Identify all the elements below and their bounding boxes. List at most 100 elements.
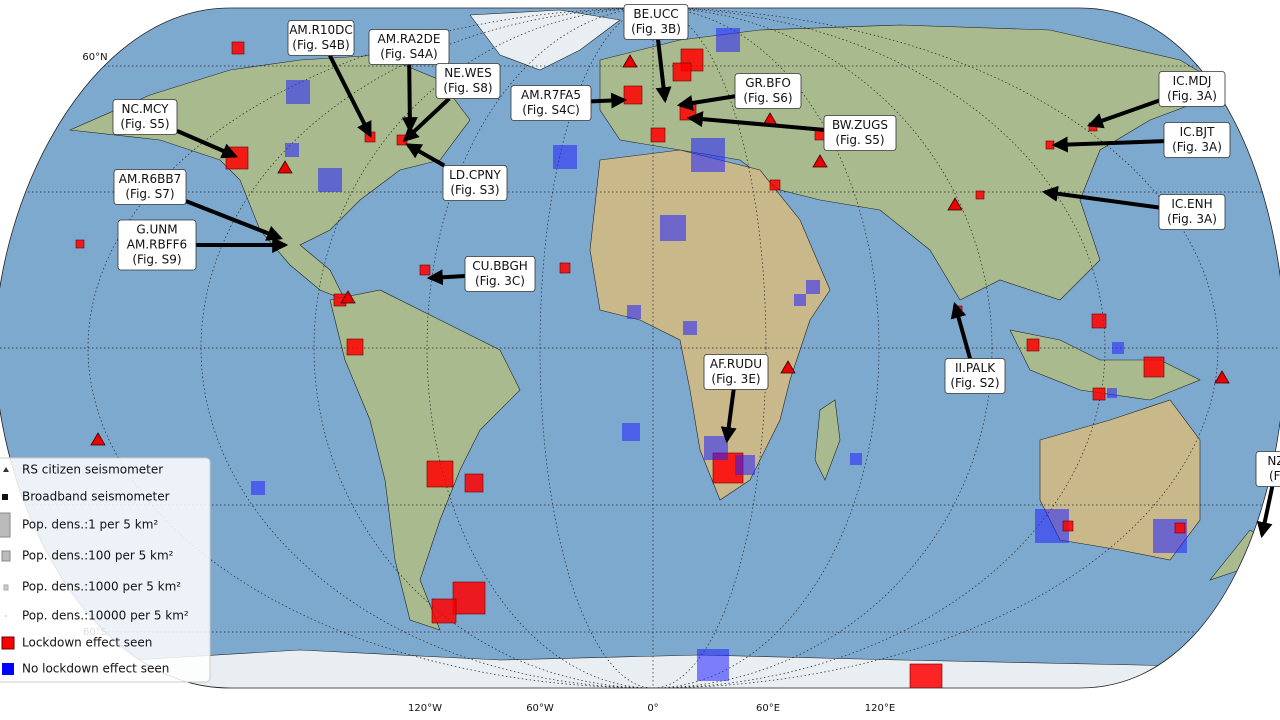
- callout-box: [435, 63, 501, 99]
- callout-arrow: [1051, 136, 1165, 153]
- callout-text: GR.BFO: [745, 76, 791, 90]
- callout-box: [944, 358, 1006, 394]
- station-square: [1045, 140, 1055, 150]
- callout-text: (Fig. S4B): [292, 38, 349, 52]
- callout-arrow: [590, 92, 628, 109]
- callout-arrow: [1256, 486, 1275, 539]
- lon-label: 0°: [647, 703, 658, 714]
- legend-symbol: [2, 494, 8, 500]
- callout-arrow: [328, 54, 372, 138]
- station-triangle: [812, 154, 828, 168]
- callout-box: [117, 219, 197, 271]
- callout-text: IC.ENH: [1171, 197, 1212, 211]
- callout-text: AF.RUDU: [710, 357, 762, 371]
- station-square: [697, 649, 729, 681]
- station-square: [231, 41, 245, 55]
- callout-text: IC.MDJ: [1173, 74, 1212, 88]
- station-square: [909, 663, 943, 688]
- callout-text: BW.ZUGS: [832, 118, 888, 132]
- legend-symbol: [2, 663, 14, 675]
- legend-label: Pop. dens.:100 per 5 km²: [22, 549, 174, 563]
- legend-label: RS citizen seismometer: [22, 463, 163, 477]
- callout-text: (Fig. 3A): [1167, 89, 1217, 103]
- callout-text: (Fig. S2): [950, 376, 999, 390]
- callout-text: G.UNM: [136, 223, 177, 237]
- station-square: [225, 146, 249, 170]
- callout-text: NE.WES: [444, 66, 491, 80]
- station-square: [850, 453, 862, 465]
- callout-arrow: [185, 199, 283, 241]
- station-square: [426, 460, 454, 488]
- station-square: [1107, 388, 1117, 398]
- callout-text: (Fig. S5): [835, 133, 884, 147]
- station-square: [419, 264, 431, 276]
- callout-box: [1158, 194, 1226, 230]
- callout-arrow: [401, 64, 418, 134]
- callout-box: [287, 20, 355, 56]
- callout-box: [510, 85, 592, 121]
- station-square: [622, 423, 640, 441]
- callout-text: (Fig. S7): [125, 187, 174, 201]
- callout-arrow: [1041, 185, 1160, 210]
- legend-symbol: [3, 467, 9, 472]
- callout-arrow: [426, 269, 466, 286]
- lon-label: 60°E: [756, 703, 780, 714]
- callout-arrow: [402, 97, 451, 143]
- station-callouts: AM.R10DC(Fig. S4B) AM.RA2DE(Fig. S4A) NE.W…: [112, 4, 1280, 539]
- callout-text: AM.RBFF6: [127, 238, 187, 252]
- legend-label: Pop. dens.:10000 per 5 km²: [22, 609, 189, 623]
- station-square: [553, 145, 577, 169]
- station-square: [318, 168, 342, 192]
- callout-box: [368, 29, 450, 65]
- callout-text: (Fig. S3): [450, 183, 499, 197]
- callout-box: [1158, 71, 1226, 107]
- callout-box: [1255, 451, 1280, 487]
- station-square: [806, 280, 820, 294]
- legend-box: [0, 457, 211, 683]
- station-triangle: [340, 290, 356, 304]
- legend-label: Lockdown effect seen: [22, 636, 152, 650]
- callout-arrow: [950, 301, 972, 360]
- station-square: [1026, 338, 1040, 352]
- callout-text: (Fig. S5): [120, 117, 169, 131]
- lon-label: 120°E: [865, 703, 895, 714]
- lat-label: 60°N: [82, 52, 107, 63]
- callout-text: AM.RA2DE: [378, 32, 441, 46]
- callout-text: NC.MCY: [121, 102, 169, 116]
- callout-box: [703, 354, 769, 390]
- station-square: [1112, 342, 1124, 354]
- station-square: [286, 80, 310, 104]
- station-square: [691, 138, 725, 172]
- legend-symbol: [0, 512, 11, 538]
- callout-text: (Fig. S9): [132, 253, 181, 267]
- callout-text: (Fig. S4C): [522, 103, 580, 117]
- station-square: [660, 215, 686, 241]
- station-triangle: [277, 160, 293, 174]
- legend-symbol: [1, 636, 15, 650]
- callout-arrow: [720, 389, 737, 444]
- callout-text: IC.BJT: [1180, 125, 1216, 139]
- legend-label: Pop. dens.:1 per 5 km²: [22, 518, 158, 532]
- station-triangle: [90, 432, 106, 446]
- callout-text: (Fig. 3A): [1172, 140, 1222, 154]
- station-square: [1257, 535, 1267, 545]
- station-square: [1091, 313, 1107, 329]
- station-square: [1092, 387, 1106, 401]
- callout-box: [623, 4, 689, 40]
- station-square: [650, 127, 666, 143]
- callout-box: [734, 73, 802, 109]
- station-square: [735, 455, 755, 475]
- legend-symbol: [5, 615, 7, 617]
- legend: RS citizen seismometer Broadband seismome…: [0, 457, 211, 683]
- callout-box: [1163, 122, 1231, 158]
- callout-box: [112, 99, 178, 135]
- station-square: [1174, 522, 1186, 534]
- callout-arrow: [1086, 98, 1160, 129]
- callout-text: AM.R7FA5: [521, 88, 581, 102]
- legend-symbol: [1, 550, 11, 562]
- station-square: [623, 85, 643, 105]
- station-square: [452, 581, 486, 615]
- station-square: [672, 62, 692, 82]
- callout-text: BE.UCC: [633, 7, 678, 21]
